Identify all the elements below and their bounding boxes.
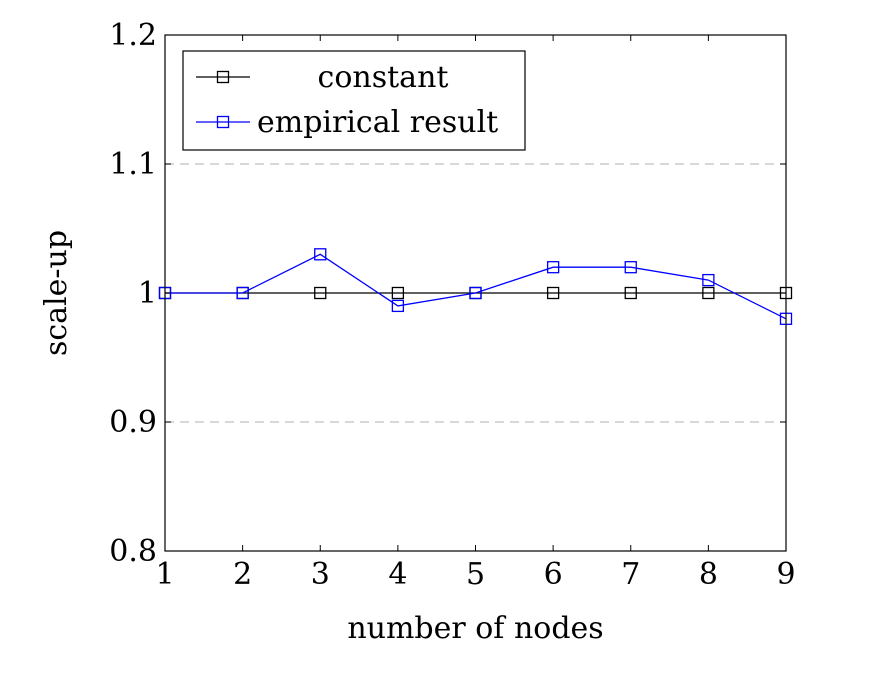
series-point-empirical-result-4 bbox=[391, 299, 405, 313]
grid-layer bbox=[165, 163, 786, 423]
x-tick-label-3: 3 bbox=[311, 557, 330, 592]
legend-label-constant: constant bbox=[318, 60, 449, 95]
x-tick-label-8: 8 bbox=[699, 557, 718, 592]
y-tick-label-1: 0.9 bbox=[109, 405, 157, 440]
ticks-layer: 1 2 3 4 5 6 7 8 9 0.8 0.9 1 1.1 1.2 bbox=[109, 18, 795, 592]
series-point-empirical-result-3 bbox=[314, 248, 327, 261]
x-tick-label-5: 5 bbox=[466, 557, 485, 592]
y-tick-label-0: 0.8 bbox=[109, 534, 157, 569]
x-tick-label-2: 2 bbox=[233, 557, 252, 592]
series-point-constant-8 bbox=[702, 286, 715, 300]
series-layer bbox=[158, 248, 793, 325]
series-point-empirical-result-8 bbox=[702, 273, 715, 287]
legend: constant empirical result bbox=[182, 50, 526, 151]
series-point-constant-3 bbox=[314, 286, 327, 300]
legend-label-empirical-result: empirical result bbox=[257, 105, 498, 140]
x-tick-label-4: 4 bbox=[388, 557, 407, 592]
x-tick-label-6: 6 bbox=[544, 557, 563, 592]
series-point-empirical-result-6 bbox=[546, 261, 560, 274]
series-point-empirical-result-5 bbox=[469, 286, 482, 300]
legend-entry-constant: constant bbox=[196, 60, 448, 95]
y-tick-label-2: 1 bbox=[138, 276, 157, 311]
legend-box bbox=[182, 50, 526, 151]
x-axis-label: number of nodes bbox=[347, 611, 603, 646]
legend-entry-empirical-result: empirical result bbox=[196, 105, 498, 140]
y-tick-label-3: 1.1 bbox=[109, 147, 157, 182]
y-tick-label-4: 1.2 bbox=[109, 18, 157, 53]
series-point-constant-4 bbox=[391, 286, 405, 300]
x-tick-label-1: 1 bbox=[155, 557, 174, 592]
legend-marker-constant bbox=[216, 70, 230, 84]
y-axis-label: scale-up bbox=[39, 230, 74, 356]
series-point-constant-7 bbox=[624, 286, 637, 300]
series-point-empirical-result-7 bbox=[624, 261, 637, 274]
labels-layer: number of nodes scale-up bbox=[39, 230, 604, 646]
legend-marker-empirical-result bbox=[216, 115, 230, 129]
series-point-constant-6 bbox=[546, 286, 560, 300]
series-point-empirical-result-2 bbox=[236, 286, 249, 300]
x-tick-label-9: 9 bbox=[776, 557, 795, 592]
x-tick-label-7: 7 bbox=[621, 557, 640, 592]
series-line-empirical-result bbox=[165, 253, 787, 320]
